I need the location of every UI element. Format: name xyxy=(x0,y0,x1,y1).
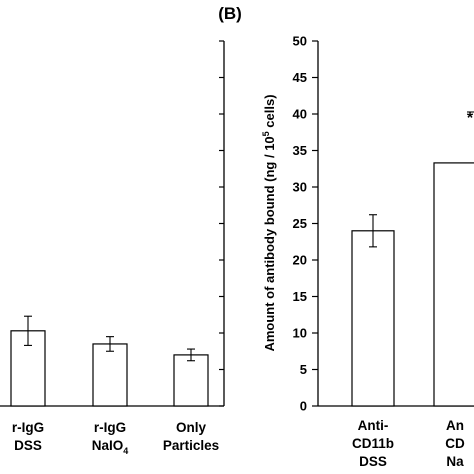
y-axis-title-superscript: 5 xyxy=(261,131,271,136)
panel-a-ticks xyxy=(219,40,224,407)
panel-b-error-bar xyxy=(369,214,377,248)
panel-a: r-IgG DSS r-IgG NaIO4 Only Particles xyxy=(0,40,225,456)
panel-b-label: (B) xyxy=(218,4,242,23)
significance-marker: * xyxy=(467,110,474,127)
panel-a-category-label: DSS xyxy=(14,438,42,453)
panel-a-error-bar xyxy=(187,348,195,362)
panel-b-category-labels: Anti- CD11b DSS An CD Na xyxy=(352,418,465,469)
panel-a-category-label: r-IgG xyxy=(94,420,126,435)
panel-a-category-labels: r-IgG DSS r-IgG NaIO4 Only Particles xyxy=(12,420,219,456)
panel-b-tick-label: 10 xyxy=(293,326,307,341)
panel-b-category-label: An xyxy=(446,418,464,433)
panel-b-tick-label: 30 xyxy=(293,180,307,195)
panel-a-category-label: NaIO4 xyxy=(92,438,129,456)
panel-a-category-label: r-IgG xyxy=(12,420,44,435)
panel-b-y-axis-title: Amount of antibody bound (ng / 105 cells… xyxy=(261,94,277,351)
panel-b-tick-label: 35 xyxy=(293,143,307,158)
y-axis-title-end: cells) xyxy=(262,94,277,131)
panel-b-tick-label: 0 xyxy=(300,399,307,414)
panel-a-bar xyxy=(173,354,209,407)
panel-a-error-bars xyxy=(24,315,195,362)
panel-b-category-label: Na xyxy=(446,454,464,469)
panel-b-tick-label: 25 xyxy=(293,216,307,231)
panel-b-bars xyxy=(351,162,474,407)
panel-b-category-label: CD xyxy=(445,436,465,451)
panel-b-category-label: Anti- xyxy=(358,418,389,433)
panel-b-bar xyxy=(433,162,474,407)
panel-b-tick-label: 5 xyxy=(300,362,307,377)
panel-a-category-label: Particles xyxy=(163,438,219,453)
panel-a-bar xyxy=(92,343,128,407)
panel-b-category-label: CD11b xyxy=(352,436,394,451)
panel-b-bar xyxy=(351,230,395,407)
panel-b-tick-label: 20 xyxy=(293,253,307,268)
panel-b-tick-label: 40 xyxy=(293,107,307,122)
y-axis-title-main: Amount of antibody bound (ng / 10 xyxy=(262,136,277,351)
panel-b-y-ticks: 0 5 10 15 20 25 30 35 40 45 50 xyxy=(293,34,318,414)
panel-b-tick-label: 50 xyxy=(293,34,307,49)
panel-a-bars xyxy=(10,330,209,407)
panel-b: (B) Amount of antibody bound (ng / 105 c… xyxy=(218,4,474,469)
panel-b-tick-label: 45 xyxy=(293,70,307,85)
panel-a-bar xyxy=(10,330,46,407)
panel-a-category-label: Only xyxy=(176,420,206,435)
panel-b-tick-label: 15 xyxy=(293,289,307,304)
panel-a-error-bar xyxy=(106,336,114,352)
panel-b-category-label: DSS xyxy=(359,454,387,469)
panel-a-error-bar xyxy=(24,315,32,346)
panel-b-error-bars xyxy=(369,111,474,248)
